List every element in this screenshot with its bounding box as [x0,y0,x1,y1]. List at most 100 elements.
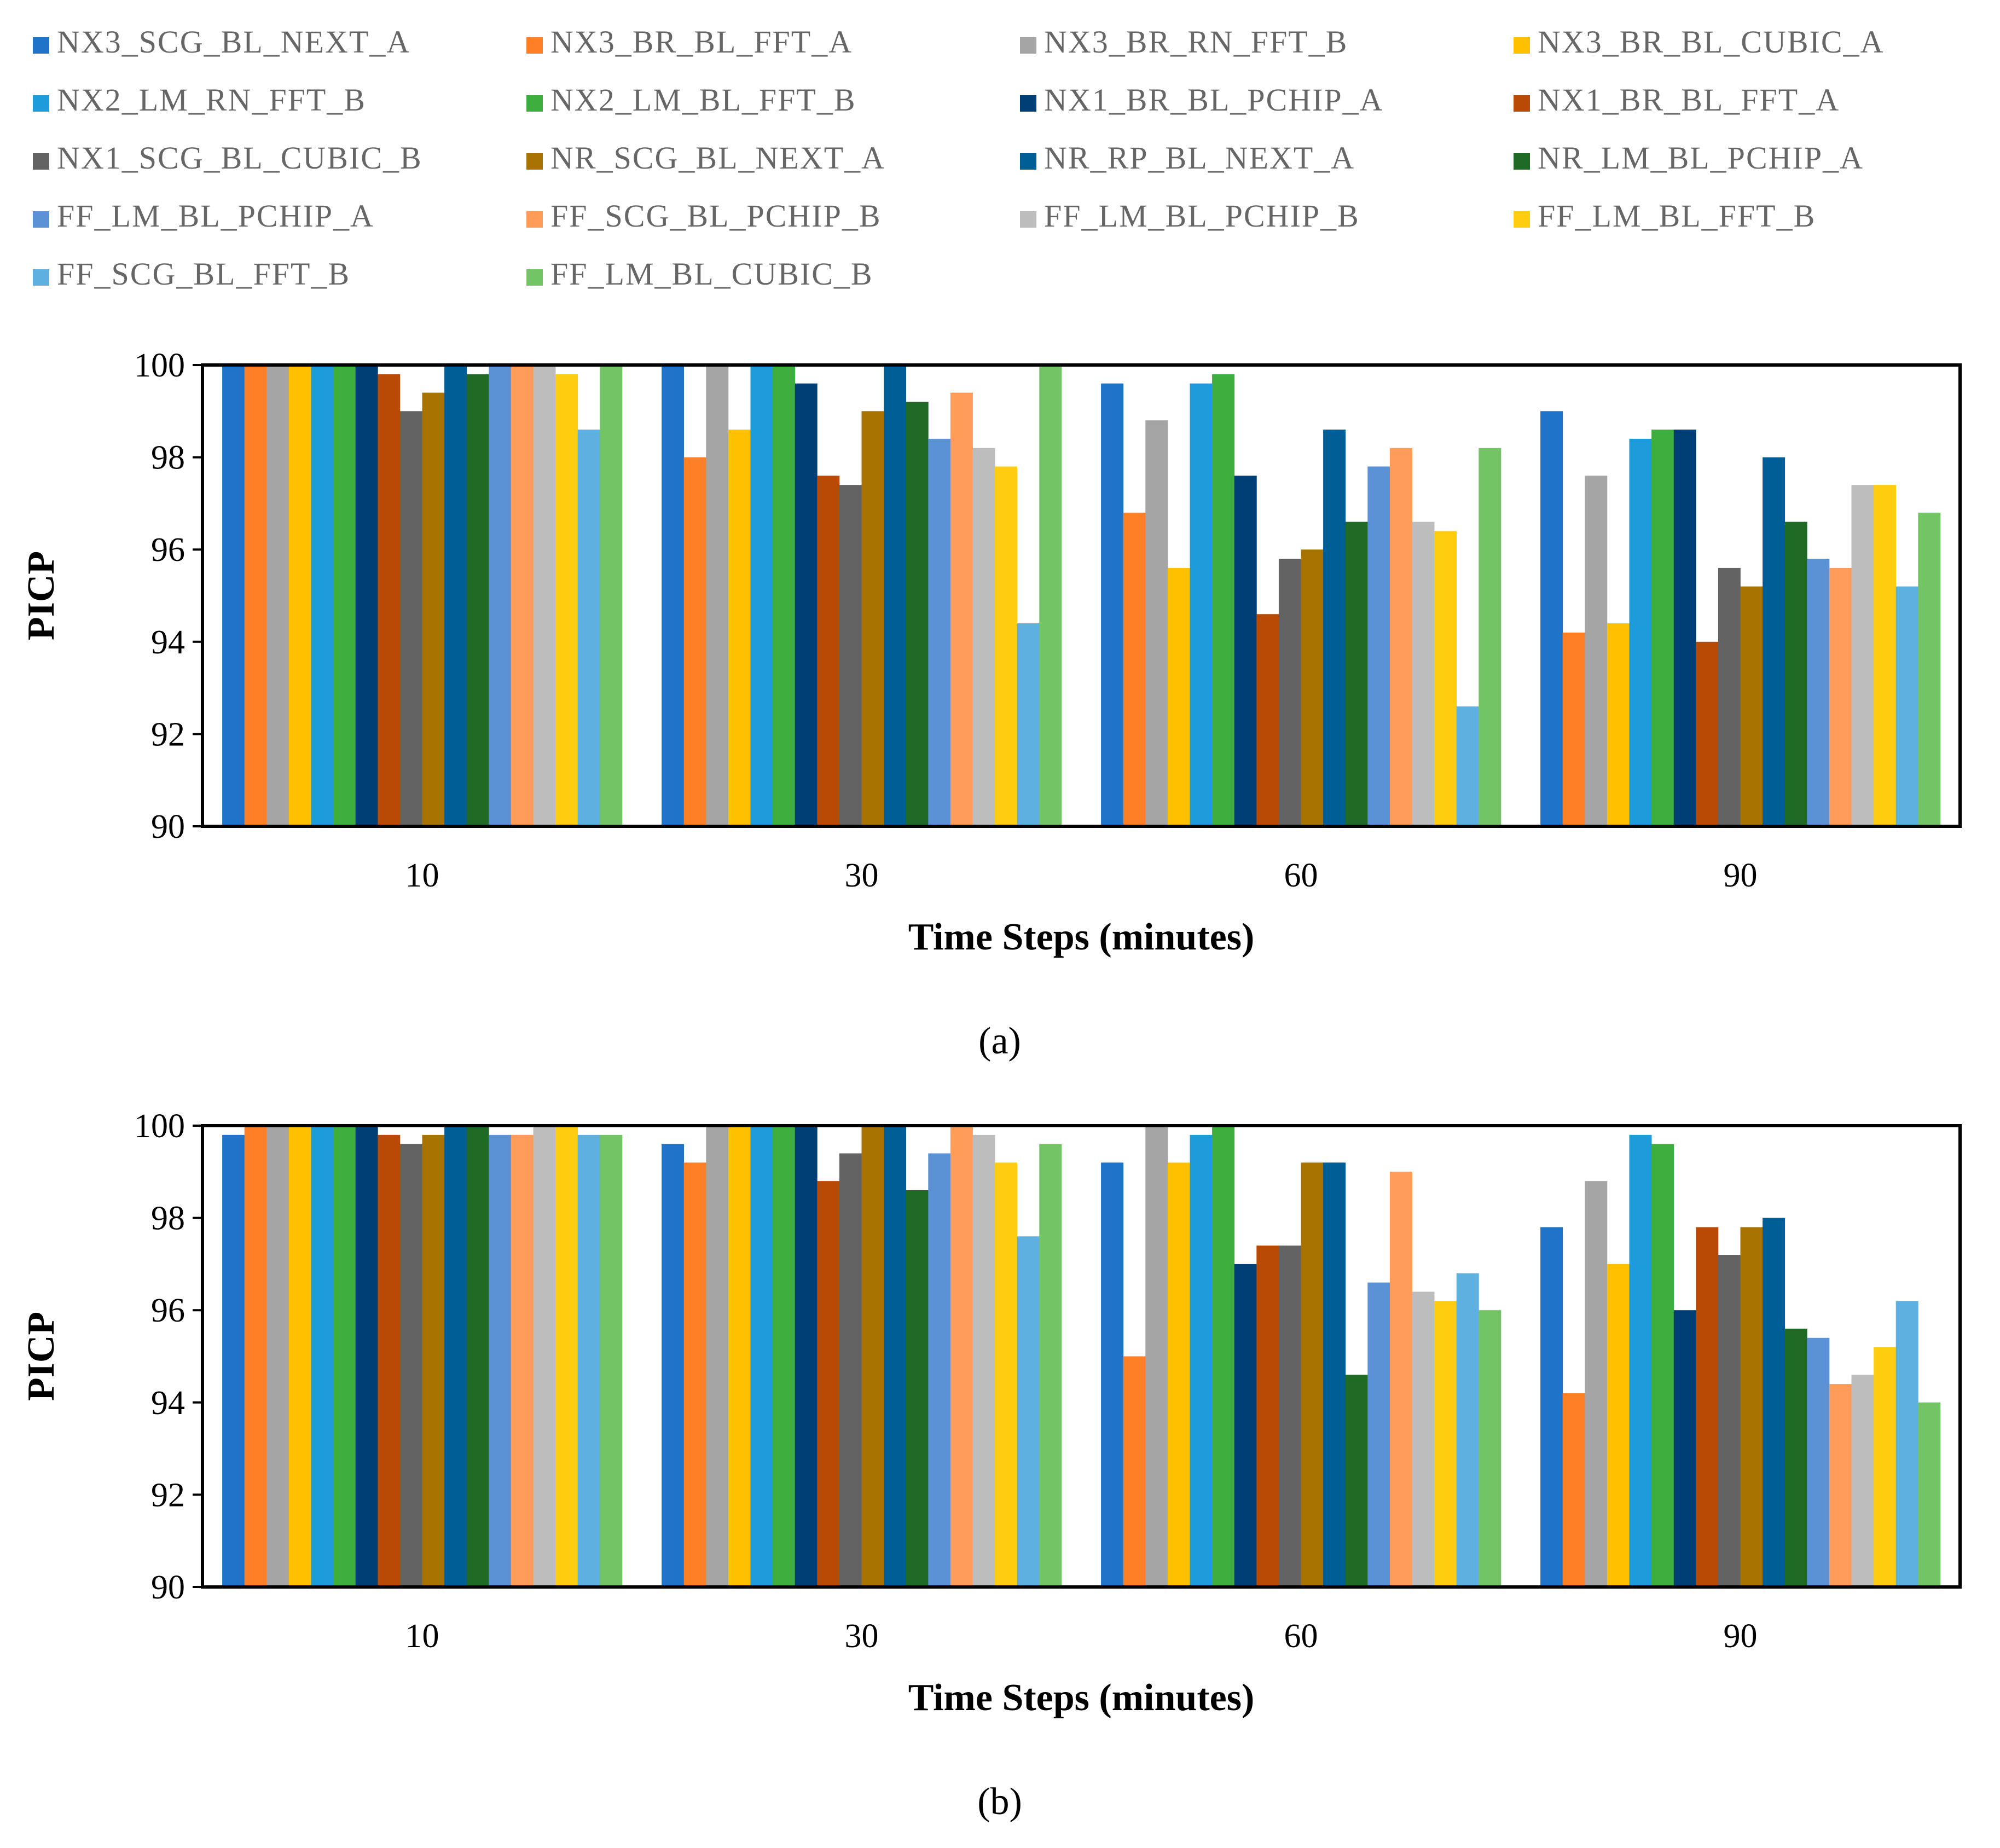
y-tick-label: 90 [151,1569,185,1606]
x-tick-label: 30 [845,857,879,894]
bar-nr-rp-bl-next-a-60 [1323,1162,1346,1587]
legend-item-ff-scg-bl-fft-b: FF_SCG_BL_FFT_B [33,256,349,292]
bar-ff-lm-bl-pchip-a-30 [928,1153,951,1587]
bar-nx1-br-bl-pchip-a-60 [1234,476,1257,826]
y-axis-ticks: 90 92 94 96 98 100 [134,347,202,845]
bar-ff-lm-bl-pchip-a-30 [928,438,951,826]
bar-nr-rp-bl-next-a-30 [884,365,907,826]
bar-nx1-scg-bl-cubic-b-10 [399,1144,422,1587]
bar-nx1-br-bl-fft-a-90 [1696,641,1719,826]
legend-swatch [1020,95,1036,112]
bar-nx3-br-rn-fft-b-30 [706,1126,729,1587]
bar-nx3-br-bl-fft-a-90 [1562,1393,1585,1587]
bar-nr-lm-bl-pchip-a-30 [906,1190,929,1587]
bar-ff-lm-bl-pchip-b-90 [1851,1375,1874,1587]
bar-nx1-scg-bl-cubic-b-90 [1718,1255,1741,1587]
bar-nx2-lm-rn-fft-b-90 [1629,1134,1652,1587]
bar-ff-lm-bl-pchip-b-90 [1851,485,1874,826]
legend-swatch [1514,37,1530,54]
legend-item-ff-lm-bl-pchip-b: FF_LM_BL_PCHIP_B [1020,198,1360,234]
bar-nr-scg-bl-next-a-10 [422,392,445,826]
bar-nx3-scg-bl-next-a-30 [662,1144,685,1587]
panel-b-chart: 90 92 94 96 98 100 10 30 60 90 Time Steps (minutes… [20,1108,1962,1823]
bar-ff-lm-bl-pchip-a-90 [1807,1337,1830,1587]
bar-nx1-br-bl-fft-a-10 [378,1134,401,1587]
bar-ff-scg-bl-fft-b-30 [1017,1236,1040,1587]
bar-nx3-br-bl-cubic-a-10 [288,1126,311,1587]
y-axis-label: PICP [20,1312,62,1401]
bar-nx1-br-bl-fft-a-30 [817,476,840,826]
bar-nx3-br-bl-fft-a-60 [1123,512,1146,826]
bar-nx1-br-bl-fft-a-60 [1256,1245,1279,1587]
legend-swatch [33,153,49,170]
bar-nr-lm-bl-pchip-a-60 [1345,1375,1368,1587]
x-tick-label: 90 [1724,857,1758,894]
y-tick-label: 100 [134,347,185,384]
bar-nr-scg-bl-next-a-30 [861,1126,884,1587]
legend-label: FF_LM_BL_FFT_B [1538,198,1816,234]
bar-nx1-br-bl-pchip-a-30 [795,1126,818,1587]
bar-ff-lm-bl-fft-b-90 [1874,485,1897,826]
bar-nr-scg-bl-next-a-90 [1740,586,1763,826]
bar-ff-lm-bl-pchip-b-60 [1412,522,1435,826]
bar-ff-lm-bl-fft-b-10 [555,1126,578,1587]
legend-label: NX1_BR_BL_FFT_A [1538,82,1840,118]
bar-ff-lm-bl-fft-b-90 [1874,1347,1897,1587]
bar-nx2-lm-rn-fft-b-10 [311,365,334,826]
legend-swatch [1020,37,1036,54]
bar-ff-lm-bl-fft-b-10 [555,374,578,826]
bar-nx1-scg-bl-cubic-b-90 [1718,567,1741,826]
bar-nx2-lm-rn-fft-b-30 [750,365,773,826]
legend-item-nx2-lm-bl-fft-b: NX2_LM_BL_FFT_B [526,82,855,118]
bar-ff-lm-bl-fft-b-60 [1434,1301,1457,1587]
legend-swatch [33,37,49,54]
legend: NX3_SCG_BL_NEXT_A NX3_BR_BL_FFT_A NX3_BR_R… [33,24,1883,292]
y-tick-label: 92 [151,716,185,753]
bar-nx2-lm-rn-fft-b-30 [750,1126,773,1587]
x-axis-label: Time Steps (minutes) [908,1677,1255,1719]
bar-ff-scg-bl-fft-b-90 [1895,1301,1918,1587]
legend-item-nx3-br-bl-cubic-a: NX3_BR_BL_CUBIC_A [1514,24,1883,60]
bar-ff-lm-bl-cubic-b-10 [600,1134,623,1587]
bar-ff-lm-bl-pchip-a-60 [1367,466,1390,826]
legend-item-nx3-br-rn-fft-b: NX3_BR_RN_FFT_B [1020,24,1347,60]
bar-nx1-scg-bl-cubic-b-60 [1278,559,1301,826]
legend-item-ff-scg-bl-pchip-b: FF_SCG_BL_PCHIP_B [526,198,880,234]
bar-nx3-br-bl-cubic-a-90 [1607,1264,1630,1587]
x-tick-label: 10 [405,1618,439,1655]
bar-nx3-scg-bl-next-a-30 [662,365,685,826]
legend-item-nx1-scg-bl-cubic-b: NX1_SCG_BL_CUBIC_B [33,140,421,176]
bar-nr-scg-bl-next-a-30 [861,411,884,826]
x-tick-label: 90 [1724,1618,1758,1655]
bar-ff-lm-bl-pchip-b-10 [533,1126,556,1587]
bar-ff-scg-bl-fft-b-30 [1017,623,1040,826]
bar-nx1-br-bl-pchip-a-90 [1673,430,1696,826]
bar-nx3-br-bl-fft-a-90 [1562,632,1585,826]
legend-label: NR_SCG_BL_NEXT_A [550,140,885,176]
legend-item-ff-lm-bl-pchip-a: FF_LM_BL_PCHIP_A [33,198,374,234]
bar-ff-scg-bl-fft-b-90 [1895,586,1918,826]
legend-label: FF_LM_BL_PCHIP_B [1044,198,1360,234]
bar-ff-lm-bl-cubic-b-30 [1039,365,1062,826]
bar-nx2-lm-bl-fft-b-10 [333,365,356,826]
plot-frame [201,1124,1962,1589]
bar-ff-lm-bl-cubic-b-10 [600,365,623,826]
panel-a-chart: 90 92 94 96 98 100 10 30 60 90 Time Steps (minutes… [20,347,1962,1062]
bar-nx3-br-rn-fft-b-60 [1145,1126,1168,1587]
bar-nx3-br-rn-fft-b-30 [706,365,729,826]
bars [222,1126,1941,1587]
legend-item-nr-lm-bl-pchip-a: NR_LM_BL_PCHIP_A [1514,140,1863,176]
legend-label: NR_RP_BL_NEXT_A [1044,140,1355,176]
bar-ff-lm-bl-pchip-a-10 [489,365,512,826]
bar-nx3-br-rn-fft-b-90 [1585,1181,1608,1587]
bar-nx3-scg-bl-next-a-10 [222,365,245,826]
bar-nx2-lm-bl-fft-b-90 [1651,1144,1674,1587]
bar-nx1-br-bl-pchip-a-60 [1234,1264,1257,1587]
legend-swatch [526,95,543,112]
legend-label: FF_LM_BL_PCHIP_A [57,198,374,234]
legend-item-ff-lm-bl-fft-b: FF_LM_BL_FFT_B [1514,198,1816,234]
bar-nx2-lm-bl-fft-b-60 [1212,1126,1235,1587]
bar-nr-lm-bl-pchip-a-90 [1784,1328,1807,1587]
bar-ff-scg-bl-pchip-b-90 [1829,567,1852,826]
